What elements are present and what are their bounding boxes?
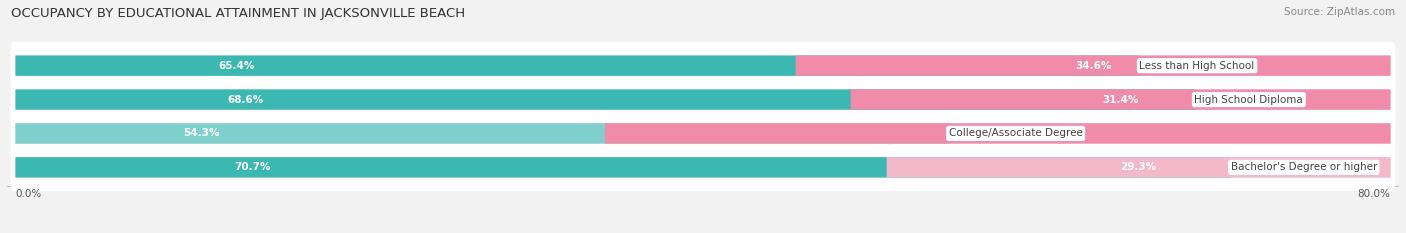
FancyBboxPatch shape [15,123,1391,144]
Text: 31.4%: 31.4% [1102,95,1139,105]
FancyBboxPatch shape [796,55,1391,76]
Text: 65.4%: 65.4% [218,61,254,71]
Text: College/Associate Degree: College/Associate Degree [949,128,1083,138]
FancyBboxPatch shape [10,108,1396,158]
Text: 29.3%: 29.3% [1121,162,1157,172]
Text: 70.7%: 70.7% [235,162,271,172]
Text: Source: ZipAtlas.com: Source: ZipAtlas.com [1284,7,1395,17]
FancyBboxPatch shape [10,142,1396,192]
Text: 0.0%: 0.0% [15,189,42,199]
FancyBboxPatch shape [15,89,1391,110]
FancyBboxPatch shape [15,157,1230,178]
FancyBboxPatch shape [15,123,949,144]
FancyBboxPatch shape [15,157,1391,178]
Text: OCCUPANCY BY EDUCATIONAL ATTAINMENT IN JACKSONVILLE BEACH: OCCUPANCY BY EDUCATIONAL ATTAINMENT IN J… [11,7,465,20]
Text: Less than High School: Less than High School [1139,61,1254,71]
Text: 68.6%: 68.6% [228,95,264,105]
FancyBboxPatch shape [10,41,1396,91]
FancyBboxPatch shape [15,55,1140,76]
FancyBboxPatch shape [887,157,1391,178]
Text: 45.7%: 45.7% [980,128,1017,138]
FancyBboxPatch shape [10,75,1396,125]
Text: Bachelor's Degree or higher: Bachelor's Degree or higher [1230,162,1376,172]
FancyBboxPatch shape [851,89,1391,110]
FancyBboxPatch shape [605,123,1391,144]
FancyBboxPatch shape [15,55,1391,76]
Text: High School Diploma: High School Diploma [1195,95,1303,105]
Text: 34.6%: 34.6% [1076,61,1111,71]
FancyBboxPatch shape [15,89,1195,110]
Legend: Owner-occupied, Renter-occupied: Owner-occupied, Renter-occupied [583,229,823,233]
Text: 80.0%: 80.0% [1358,189,1391,199]
Text: 54.3%: 54.3% [184,128,219,138]
